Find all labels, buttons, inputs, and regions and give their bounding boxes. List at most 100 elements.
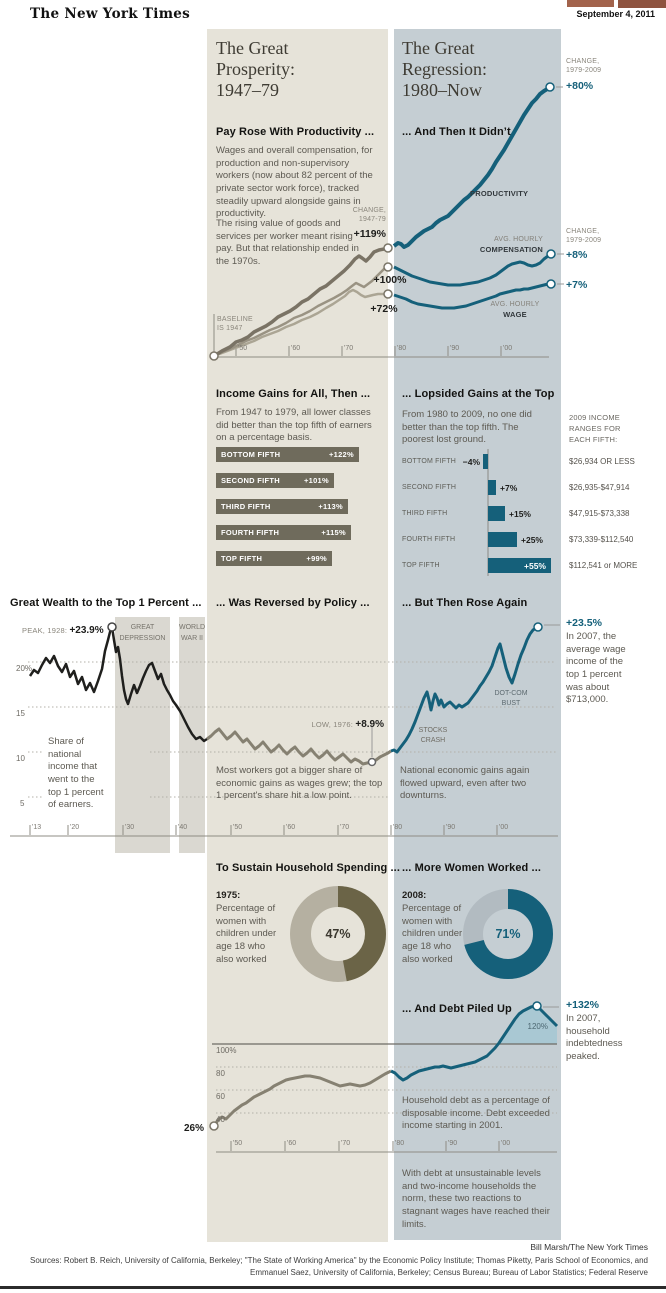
issue-date: September 4, 2011 [576,9,655,19]
top1-heading-mid: ... Was Reversed by Policy ... [216,597,370,609]
chart1-compensation-right-value: +8% [566,249,588,261]
debt-tick: '80 [395,1140,405,1147]
bar-label: BOTTOM FIFTH [221,450,281,459]
top1-y-label: 10 [16,754,25,763]
debt-body: Household debt as a percentage of dispos… [402,1095,550,1132]
bar-value: +99% [306,554,327,563]
top1-y-label: 15 [16,709,25,718]
bar-value: +101% [303,476,329,485]
chart1-left-para2: The rising value of goods and services p… [216,218,359,267]
chart1-baseline-label: BASELINE IS 1947 [217,316,253,333]
chart1-wage-right-value: +7% [566,279,588,291]
bar-label: SECOND FIFTH [221,476,281,485]
income-range: $73,339-$112,540 [569,535,634,544]
top1-right-body: National economic gains again flowed upw… [400,765,530,802]
household-debt-chart [209,1001,559,1153]
bar-row: BOTTOM FIFTH +122% [216,447,359,462]
top1-tick: '13 [32,824,42,831]
stocks-crash-label: STOCKS CRASH [418,727,448,744]
chart1-compensation-left-value: +100% [373,274,407,286]
chart1-change-1979-2009-mid-label: CHANGE, 1979-2009 [566,228,602,245]
chart1-change-1979-2009-top-label: CHANGE, 1979-2009 [566,58,602,75]
low-prefix: LOW, 1976: [311,720,356,729]
productivity-line-label: PRODUCTIVITY [470,189,529,198]
top1-tick: '20 [70,824,80,831]
debt-closing: With debt at unsustainable levels and tw… [402,1168,550,1230]
chart1-left-heading: Pay Rose With Productivity ... [216,126,375,138]
top1-y-label: 20% [16,664,33,673]
chart1-left-para1: Wages and overall compensation, for prod… [216,145,373,220]
bar-category: FOURTH FIFTH [402,536,456,543]
top1-tick: '40 [178,824,188,831]
bar-row: SECOND FIFTH +101% [216,473,334,488]
debt-heading: ... And Debt Piled Up [402,1003,512,1015]
pay-productivity-chart [209,82,564,361]
dotcom-bust-label: DOT-COM BUST [494,690,528,707]
chart1-wage-left-value: +72% [370,303,398,315]
bar-value: −4% [462,457,480,467]
bar-label: FOURTH FIFTH [221,528,280,537]
bar-label: THIRD FIFTH [221,502,271,511]
debt-tick: '60 [287,1140,297,1147]
top1-tick: '00 [499,824,509,831]
top1-tick: '30 [125,824,135,831]
bar-value: +115% [321,528,346,537]
chart1-change-1947-79-label: CHANGE, 1947-79 [352,207,386,224]
top1-low-label: LOW, 1976: +8.9% [280,714,384,732]
lopsided-gains-bars [483,449,551,576]
bar-value: +122% [328,450,354,459]
women-worked-donut-1975 [290,886,386,982]
nyt-logo: The New York Times [30,6,191,22]
bar-category: THIRD FIFTH [402,510,448,517]
bar-value: +55% [524,561,546,571]
top1-end-note: In 2007, the average wage income of the … [566,631,626,706]
income-range: $47,915-$73,338 [569,509,630,518]
debt-start-value: 26% [183,1123,204,1134]
masthead-deco-strip-1 [567,0,614,7]
peak-value: +23.9% [69,625,104,636]
bar-value: +15% [509,509,531,519]
top1-end-value: +23.5% [566,617,602,629]
avg-hourly-label-1: AVG. HOURLY [493,236,543,243]
debt-start-label: 26% [140,1118,204,1136]
chart1-tick: '60 [291,345,301,352]
top1-tick: '60 [286,824,296,831]
top1-tick: '90 [446,824,456,831]
top1-heading-right: ... But Then Rose Again [402,597,528,609]
compensation-line-label: COMPENSATION [479,245,543,254]
chart1-tick: '70 [344,345,354,352]
great-depression-band-label: GREAT DEPRESSION [119,624,166,642]
masthead-deco-strip-2 [618,0,666,8]
era1-title: The Great Prosperity: 1947–79 [216,38,295,100]
chart1-tick: '00 [503,345,513,352]
bars-left-heading: Income Gains for All, Then ... [216,388,371,400]
debt-y-label: 100% [216,1046,237,1055]
debt-y-label: 60 [216,1092,225,1101]
bottom-rule [0,1286,666,1289]
debt-y-label: 80 [216,1069,225,1078]
debt-fill-label: 120% [527,1022,548,1031]
byline-credit: Bill Marsh/The New York Times [530,1242,648,1252]
top1-y-label: 5 [20,799,25,808]
wage-line-label: WAGE [503,310,527,319]
top1-percent-chart [10,617,560,853]
bar-row: THIRD FIFTH +113% [216,499,348,514]
top1-peak-label: PEAK, 1928: +23.9% [22,620,104,638]
donut-left-note: Percentage of women with children under … [216,903,277,965]
donut-right-heading: ... More Women Worked ... [402,862,542,874]
top1-tick: '50 [233,824,243,831]
bar-category: BOTTOM FIFTH [402,458,456,465]
bar-row: TOP FIFTH +99% [216,551,332,566]
bar-value: +25% [521,535,543,545]
sources-note: Sources: Robert B. Reich, University of … [30,1256,648,1277]
bars-right-body: From 1980 to 2009, no one did better tha… [402,409,532,446]
bars-left-body: From 1947 to 1979, all lower classes did… [216,407,372,444]
bar-value: +113% [318,502,343,511]
top1-tick: '80 [393,824,403,831]
bars-right-heading: ... Lopsided Gains at the Top [402,388,555,400]
donut-right-note: Percentage of women with children under … [402,903,463,965]
peak-prefix: PEAK, 1928: [22,626,70,635]
income-ranges-heading: 2009 INCOME RANGES FOR EACH FIFTH: [569,413,621,444]
donut-left-heading: To Sustain Household Spending ... [216,862,400,874]
